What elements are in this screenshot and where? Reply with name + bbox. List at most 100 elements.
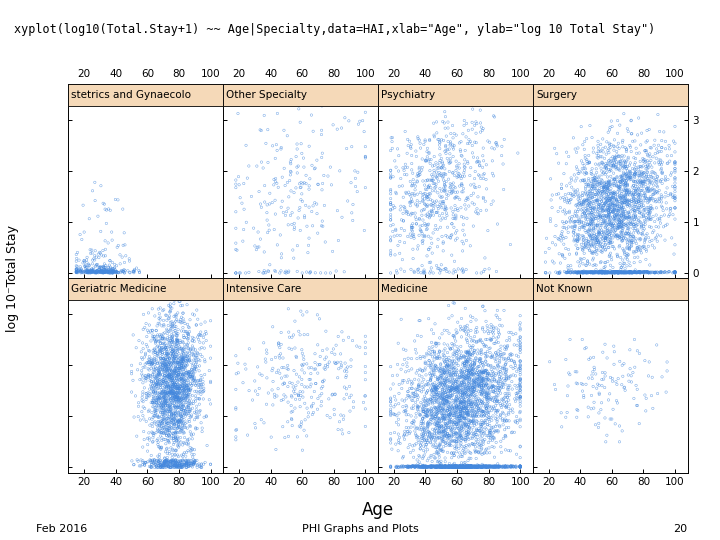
Point — [128, 267, 140, 275]
Point — [561, 194, 572, 202]
Point — [424, 429, 436, 437]
Point — [266, 366, 278, 375]
Point — [573, 235, 585, 244]
Point — [472, 328, 483, 336]
Point — [411, 354, 423, 363]
Point — [163, 431, 174, 440]
Point — [448, 420, 459, 428]
Point — [479, 366, 490, 375]
Point — [664, 145, 675, 153]
Point — [438, 463, 449, 471]
Point — [640, 245, 652, 254]
Point — [514, 366, 526, 375]
Point — [297, 310, 309, 319]
Point — [638, 173, 649, 181]
Point — [156, 399, 167, 407]
Point — [158, 461, 170, 470]
Point — [595, 176, 607, 184]
Point — [424, 159, 436, 168]
Point — [161, 445, 172, 454]
Point — [167, 384, 179, 393]
Point — [433, 375, 444, 383]
Point — [588, 363, 600, 372]
Point — [438, 351, 450, 360]
Point — [404, 190, 415, 199]
Point — [176, 364, 187, 373]
Point — [652, 110, 664, 119]
Point — [476, 416, 487, 425]
Point — [243, 161, 255, 170]
Point — [173, 364, 184, 373]
Point — [419, 392, 431, 401]
Point — [656, 192, 667, 201]
Point — [498, 135, 510, 144]
Point — [596, 187, 608, 196]
Point — [492, 368, 504, 377]
Point — [154, 357, 166, 366]
Point — [460, 462, 472, 471]
Point — [176, 417, 188, 426]
Point — [643, 183, 654, 192]
Point — [192, 348, 203, 357]
Point — [449, 463, 461, 471]
Point — [644, 268, 656, 276]
Point — [647, 268, 658, 276]
Point — [161, 392, 173, 400]
Point — [168, 322, 180, 330]
Point — [431, 463, 443, 472]
Point — [514, 386, 526, 394]
Point — [462, 375, 474, 383]
Point — [638, 156, 649, 164]
Point — [154, 370, 166, 379]
Point — [644, 176, 656, 185]
Point — [458, 444, 469, 453]
Point — [450, 394, 462, 402]
Point — [459, 404, 470, 413]
Point — [445, 392, 456, 401]
Point — [466, 384, 477, 393]
Point — [163, 374, 174, 383]
Point — [629, 190, 641, 199]
Point — [667, 137, 679, 145]
Point — [413, 171, 424, 180]
Point — [257, 269, 269, 278]
Point — [514, 462, 526, 470]
Point — [459, 373, 470, 382]
Point — [629, 253, 640, 262]
Point — [161, 444, 173, 453]
Point — [395, 463, 407, 471]
Point — [428, 131, 440, 139]
Point — [178, 363, 189, 372]
Point — [478, 420, 490, 428]
Point — [192, 394, 204, 403]
Point — [487, 381, 498, 390]
Point — [439, 462, 451, 470]
Point — [438, 442, 449, 451]
Point — [168, 415, 179, 423]
Point — [158, 355, 169, 363]
Point — [495, 374, 507, 382]
Point — [385, 174, 397, 183]
Point — [105, 267, 117, 275]
Point — [472, 401, 483, 410]
Point — [403, 375, 415, 384]
Point — [595, 267, 606, 276]
Point — [585, 197, 597, 205]
Point — [474, 420, 486, 429]
Point — [399, 355, 410, 364]
Point — [436, 390, 448, 399]
Point — [323, 357, 335, 366]
Point — [178, 354, 189, 363]
Point — [159, 366, 171, 375]
Point — [418, 434, 429, 442]
Point — [392, 463, 404, 472]
Point — [98, 266, 109, 275]
Point — [189, 362, 201, 371]
Point — [606, 219, 618, 228]
Point — [153, 389, 164, 397]
Point — [446, 360, 458, 369]
Point — [496, 383, 508, 391]
Point — [454, 462, 466, 470]
Point — [457, 247, 469, 255]
Point — [421, 380, 433, 389]
